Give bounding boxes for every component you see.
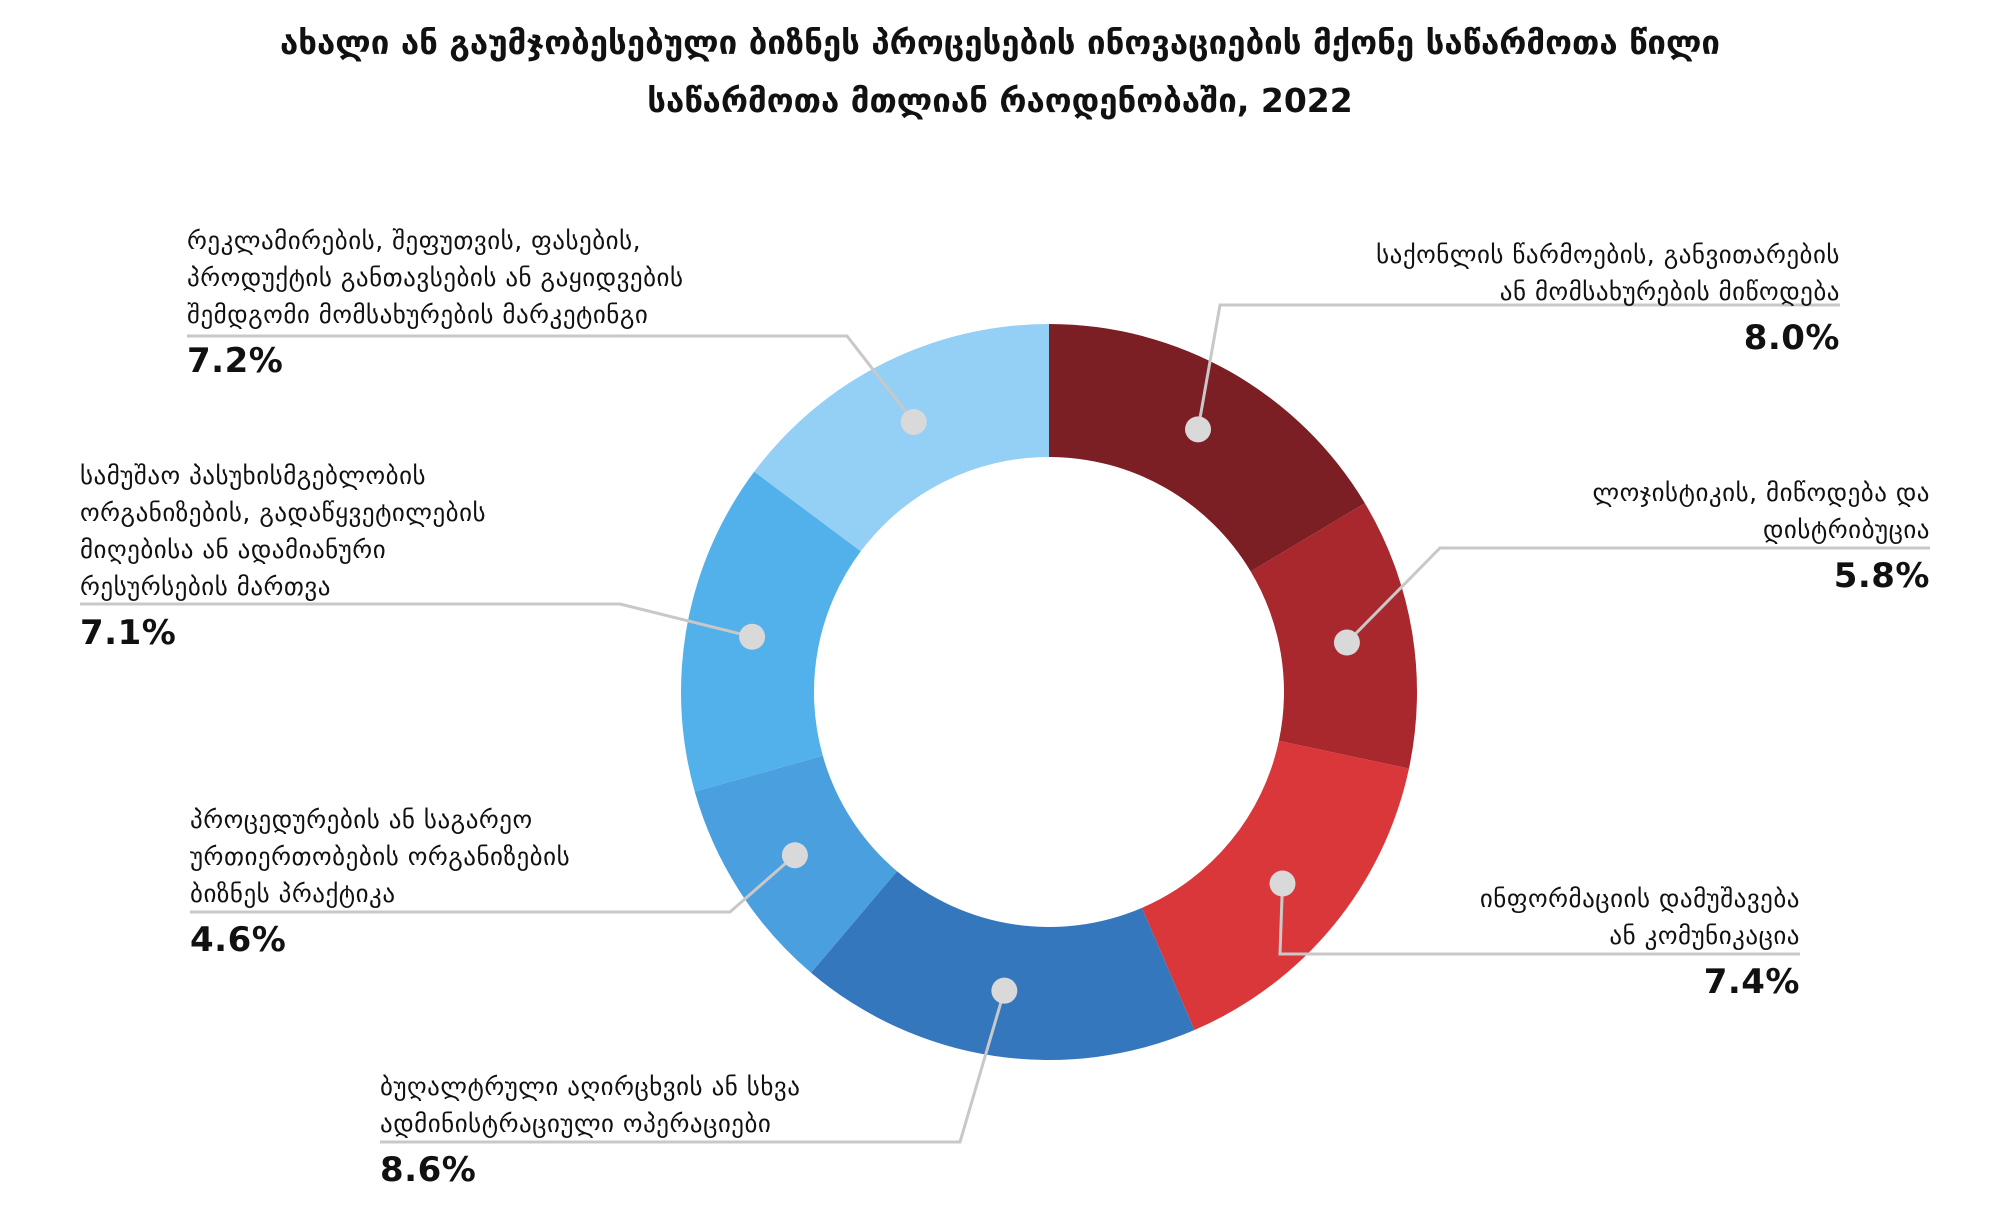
slice-label-3: ინფორმაციის დამუშავება ან კომუნიკაცია 7.4% (1300, 880, 1800, 1004)
slice-marker-4 (991, 977, 1018, 1004)
slice-label-text: ინფორმაციის დამუშავება ან კომუნიკაცია (1300, 880, 1800, 954)
leader-line-5 (190, 854, 796, 914)
slice-value-label: 4.6% (190, 920, 287, 960)
slice-label-line: პროდუქტის განთავსების ან გაყიდვების (187, 263, 684, 292)
slice-value-label: 7.2% (187, 341, 284, 381)
slice-label-7: რეკლამირების, შეფუთვის, ფასების, პროდუქტი… (187, 222, 827, 383)
donut-slice-2 (1250, 503, 1417, 769)
slice-value-label: 5.8% (1833, 556, 1930, 596)
slice-label-line: რესურსების მართვა (80, 572, 331, 601)
slice-marker-7 (900, 408, 927, 435)
slice-label-2: ლოჯისტიკის, მიწოდება და დისტრიბუცია 5.8% (1460, 474, 1930, 598)
slice-label-line: ან მომსახურების მიწოდება (1499, 277, 1840, 306)
slice-marker-2 (1333, 629, 1360, 656)
slice-label-6: სამუშაო პასუხისმგებლობის ორგანიზების, გად… (80, 457, 600, 655)
leader-line-4 (380, 990, 1006, 1144)
chart-title: ახალი ან გაუმჯობესებული ბიზნეს პროცესები… (0, 14, 2000, 130)
chart-title-line-1: ახალი ან გაუმჯობესებული ბიზნეს პროცესები… (280, 23, 1720, 62)
slice-label-line: საქონლის წარმოების, განვითარების (1376, 240, 1840, 269)
slice-label-line: დისტრიბუცია (1762, 515, 1930, 544)
slice-label-line: ბუღალტრული აღირცხვის ან სხვა (380, 1072, 801, 1101)
slice-label-line: პროცედურების ან საგარეო (190, 805, 533, 834)
slice-label-line: რეკლამირების, შეფუთვის, ფასების, (187, 226, 642, 255)
donut-slice-7 (754, 324, 1049, 552)
slice-label-line: ლოჯისტიკის, მიწოდება და (1592, 478, 1930, 507)
slice-value-label: 8.0% (1743, 318, 1840, 358)
leader-line-7 (187, 334, 915, 423)
donut-slice-1 (1049, 324, 1365, 572)
leader-line-3 (1278, 883, 1800, 956)
slice-value-label: 8.6% (380, 1150, 477, 1190)
slice-label-line: ორგანიზების, გადაწყვეტილების (80, 498, 487, 527)
slice-label-text: სამუშაო პასუხისმგებლობის ორგანიზების, გად… (80, 457, 600, 605)
leader-line-1 (1196, 303, 1840, 430)
slice-label-line: მიღებისა ან ადამიანური (80, 535, 387, 564)
slice-label-line: შემდგომი მომსახურების მარკეტინგი (187, 300, 649, 329)
slice-label-text: პროცედურების ან საგარეო ურთიერთობების ორგ… (190, 801, 710, 912)
slice-label-line: ურთიერთობების ორგანიზების (190, 842, 571, 871)
donut-slice-6 (681, 471, 861, 792)
slice-label-1: საქონლის წარმოების, განვითარების ან მომსა… (1240, 236, 1840, 360)
slice-value-label: 7.4% (1703, 962, 1800, 1002)
slice-label-line: ადმინისტრაციული ოპერაციები (380, 1109, 772, 1138)
chart-title-line-2: საწარმოთა მთლიან რაოდენობაში, 2022 (647, 81, 1353, 120)
slice-label-text: საქონლის წარმოების, განვითარების ან მომსა… (1240, 236, 1840, 310)
slice-marker-6 (739, 623, 766, 650)
slice-label-text: ბუღალტრული აღირცხვის ან სხვა ადმინისტრაცი… (380, 1068, 940, 1142)
donut-slice-4 (811, 871, 1195, 1060)
slice-label-line: ინფორმაციის დამუშავება (1479, 884, 1800, 913)
slice-label-text: რეკლამირების, შეფუთვის, ფასების, პროდუქტი… (187, 222, 827, 333)
slice-label-line: ან კომუნიკაცია (1609, 921, 1800, 950)
leader-line-2 (1345, 546, 1930, 644)
slice-label-text: ლოჯისტიკის, მიწოდება და დისტრიბუცია (1460, 474, 1930, 548)
slice-marker-1 (1185, 416, 1212, 443)
slice-value-label: 7.1% (80, 613, 177, 653)
slice-marker-3 (1269, 870, 1296, 897)
slice-label-4: ბუღალტრული აღირცხვის ან სხვა ადმინისტრაცი… (380, 1068, 940, 1192)
leader-line-6 (80, 602, 753, 639)
slice-label-line: ბიზნეს პრაქტიკა (190, 879, 396, 908)
slice-label-line: სამუშაო პასუხისმგებლობის (80, 461, 427, 490)
slice-label-5: პროცედურების ან საგარეო ურთიერთობების ორგ… (190, 801, 710, 962)
slice-marker-5 (781, 842, 808, 869)
